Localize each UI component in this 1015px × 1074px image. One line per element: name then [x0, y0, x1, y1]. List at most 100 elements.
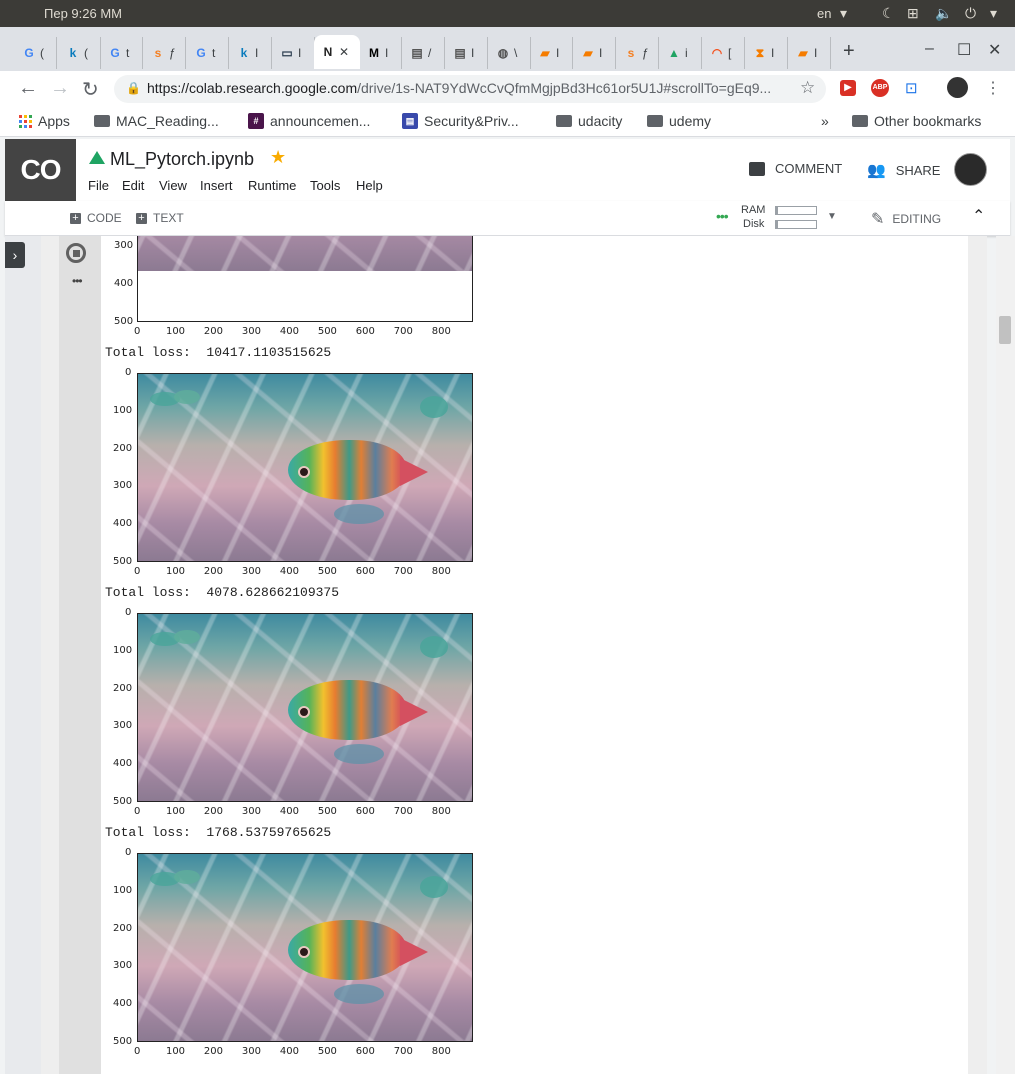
menu-view[interactable]: View: [159, 178, 187, 193]
address-bar[interactable]: [114, 75, 826, 103]
browser-tab[interactable]: ▰ I: [789, 37, 831, 69]
browser-tab[interactable]: ▰ I: [531, 37, 573, 69]
extension-icon[interactable]: ⊡: [905, 80, 918, 97]
profile-avatar[interactable]: [947, 77, 968, 98]
x-tick-label: 400: [279, 1046, 299, 1057]
comment-button[interactable]: COMMENT: [749, 161, 842, 176]
star-icon[interactable]: ★: [270, 147, 287, 167]
volume-icon[interactable]: 🔈: [935, 5, 953, 21]
bookmark-other[interactable]: Other bookmarks: [852, 113, 981, 129]
y-tick-label: 100: [113, 404, 133, 416]
tab-favicon-icon: ◍: [497, 46, 509, 60]
bookmarks-overflow-button[interactable]: »: [821, 113, 829, 129]
connected-status-icon: •••: [716, 208, 729, 224]
notebook-title[interactable]: ML_Pytorch.ipynb: [110, 149, 255, 169]
browser-tab[interactable]: G(: [15, 37, 57, 69]
browser-tab[interactable]: ◍ \: [489, 37, 531, 69]
power-icon[interactable]: ⏻: [965, 5, 977, 21]
menu-file[interactable]: File: [88, 178, 109, 193]
y-tick-label: 300: [113, 960, 133, 972]
close-window-button[interactable]: ✕: [988, 42, 1002, 59]
run-cell-button[interactable]: [66, 243, 86, 263]
browser-tab[interactable]: k(: [59, 37, 101, 69]
x-tick-label: 700: [393, 566, 413, 577]
chrome-menu-icon[interactable]: ⋮: [985, 80, 1001, 97]
disk-usage-bar: [775, 220, 817, 229]
folder-icon: [94, 115, 110, 127]
menu-edit[interactable]: Edit: [122, 178, 145, 193]
close-tab-icon[interactable]: ✕: [339, 45, 350, 59]
collapse-header-button[interactable]: ⌃: [972, 208, 986, 225]
y-tick-label: 100: [113, 884, 133, 896]
url-text[interactable]: https://colab.research.google.com/drive/…: [147, 80, 772, 96]
maximize-button[interactable]: ☐: [957, 42, 972, 59]
bookmark-folder[interactable]: MAC_Reading...: [94, 113, 219, 129]
add-code-button[interactable]: + CODE: [70, 211, 122, 225]
scrollbar-track[interactable]: [996, 236, 1015, 1074]
forward-button[interactable]: →: [50, 77, 70, 99]
people-icon: 👥: [867, 162, 886, 179]
minimize-button[interactable]: –: [925, 40, 934, 57]
share-button[interactable]: 👥 SHARE: [867, 162, 941, 179]
pencil-icon: ✎: [871, 211, 885, 228]
add-text-button[interactable]: + TEXT: [136, 211, 184, 225]
back-button[interactable]: ←: [18, 77, 38, 99]
cell-gutter: [59, 236, 101, 1074]
plus-icon: +: [70, 212, 81, 224]
browser-tab[interactable]: ▤ /: [403, 37, 445, 69]
new-tab-button[interactable]: +: [843, 40, 855, 62]
y-tick-label: 100: [113, 644, 133, 656]
slack-icon: #: [248, 113, 264, 129]
menu-insert[interactable]: Insert: [200, 178, 233, 193]
night-mode-icon[interactable]: ☾: [882, 5, 895, 21]
browser-tab[interactable]: ▭ I: [273, 37, 315, 69]
editing-mode-button[interactable]: ✎ EDITING: [871, 211, 942, 228]
bookmark-folder-udemy[interactable]: udemy: [647, 113, 711, 129]
network-icon[interactable]: ⊞: [907, 5, 919, 21]
browser-tab[interactable]: ⧗ I: [746, 37, 788, 69]
scrollbar-thumb[interactable]: [999, 316, 1011, 344]
more-options-icon[interactable]: •••: [72, 274, 83, 288]
tab-title: I: [814, 46, 818, 60]
notebook-toolbar: [5, 201, 1010, 236]
x-tick-label: 800: [431, 806, 451, 817]
account-avatar[interactable]: [954, 153, 987, 186]
colab-logo[interactable]: CO: [5, 139, 76, 201]
bookmark-star-icon[interactable]: ☆: [800, 78, 816, 97]
browser-tab[interactable]: ◠[: [703, 37, 745, 69]
reload-button[interactable]: ↻: [82, 79, 99, 101]
extension-icon[interactable]: ▶: [840, 80, 856, 96]
bookmark-folder-udacity[interactable]: udacity: [556, 113, 622, 129]
y-tick-label: 500: [113, 796, 133, 807]
tab-strip: [0, 27, 1015, 71]
y-tick-label: 0: [125, 607, 132, 618]
browser-tab[interactable]: ▲ i: [660, 37, 702, 69]
menu-help[interactable]: Help: [356, 178, 383, 193]
menu-tools[interactable]: Tools: [310, 178, 341, 193]
browser-tab[interactable]: N ✕: [314, 35, 360, 69]
x-tick-label: 0: [134, 1046, 141, 1057]
bookmark-apps[interactable]: Apps: [19, 113, 70, 129]
x-tick-label: 200: [203, 326, 224, 337]
x-tick-label: 500: [317, 806, 337, 817]
tab-favicon-icon: N: [323, 45, 333, 59]
output-image-partial: [137, 236, 473, 322]
menu-runtime[interactable]: Runtime: [248, 178, 297, 193]
keyboard-language[interactable]: en: [817, 6, 832, 21]
browser-tab[interactable]: ▤ I: [446, 37, 488, 69]
adblock-icon[interactable]: ABP: [871, 79, 889, 97]
open-sidebar-button[interactable]: ›: [5, 242, 25, 268]
tab-favicon-icon: ▭: [281, 46, 293, 60]
bookmark-slack[interactable]: # announcemen...: [248, 113, 370, 129]
runtime-dropdown-icon[interactable]: ▼: [827, 211, 837, 222]
x-tick-label: 300: [241, 566, 261, 577]
browser-tab[interactable]: ▰ I: [574, 37, 616, 69]
comment-icon: [749, 161, 765, 176]
bookmark-security[interactable]: ▤ Security&Priv...: [402, 113, 519, 129]
